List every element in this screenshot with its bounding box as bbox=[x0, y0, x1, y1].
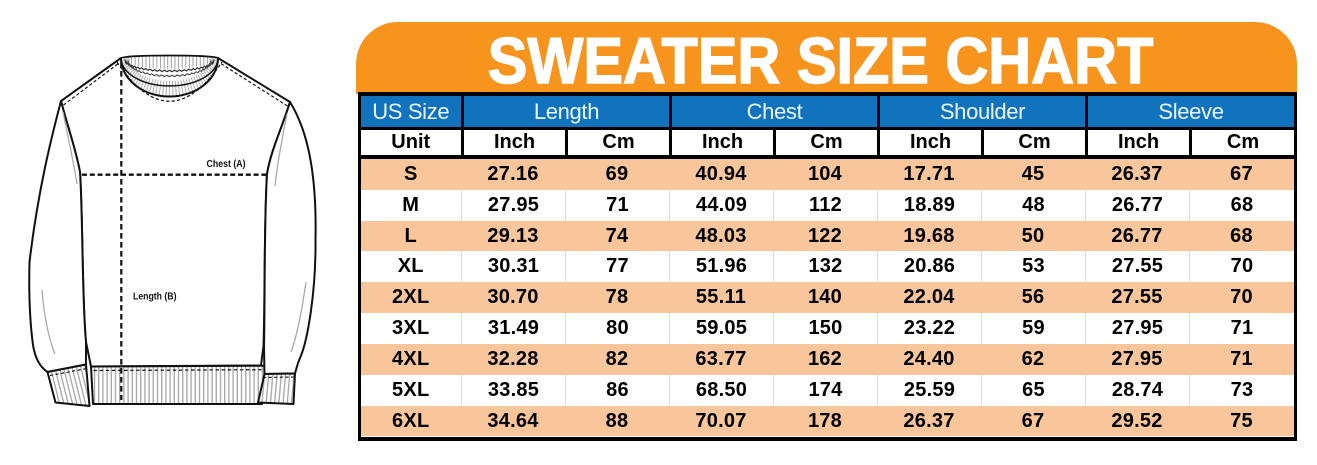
svg-text:Chest (A): Chest (A) bbox=[207, 158, 246, 170]
svg-text:Length (B): Length (B) bbox=[133, 291, 177, 303]
